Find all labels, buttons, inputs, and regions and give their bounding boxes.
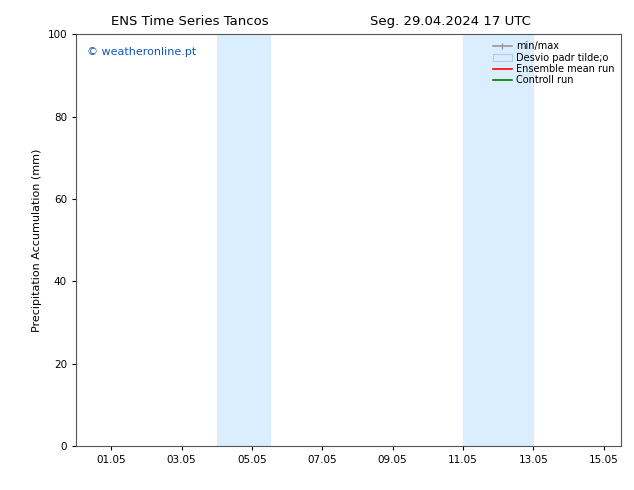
Bar xyxy=(217,34,269,446)
Y-axis label: Precipitation Accumulation (mm): Precipitation Accumulation (mm) xyxy=(32,148,42,332)
Text: ENS Time Series Tancos: ENS Time Series Tancos xyxy=(112,15,269,28)
Bar xyxy=(463,34,533,446)
Text: Seg. 29.04.2024 17 UTC: Seg. 29.04.2024 17 UTC xyxy=(370,15,531,28)
Text: © weatheronline.pt: © weatheronline.pt xyxy=(87,47,197,57)
Legend: min/max, Desvio padr tilde;o, Ensemble mean run, Controll run: min/max, Desvio padr tilde;o, Ensemble m… xyxy=(491,39,616,87)
